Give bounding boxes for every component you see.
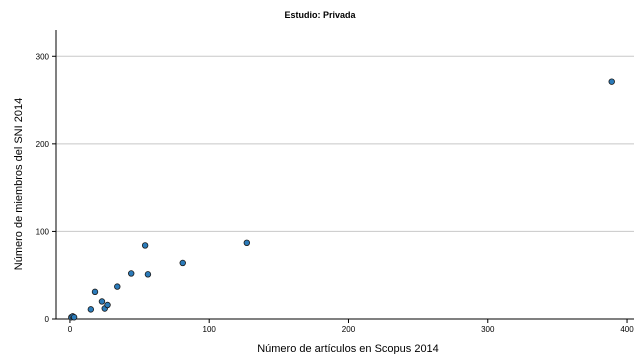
y-tick-label: 300 [36,52,50,61]
x-tick-label: 0 [68,325,73,334]
gridlines [56,55,634,232]
data-point [243,239,251,247]
data-point [141,242,149,249]
axis-ticks: 0 100 200 300 0 100 200 300 400 [36,52,635,334]
x-axis-title: Número de artículos en Scopus 2014 [257,343,439,354]
data-point [104,301,111,309]
data-point [608,78,615,85]
x-tick-label: 100 [203,325,217,334]
data-points [68,78,615,321]
data-point [128,270,135,277]
chart-title: Estudio: Privada [284,10,356,20]
data-point [179,259,186,267]
data-point [70,314,78,321]
y-tick-label: 200 [36,140,50,149]
data-point [87,306,95,313]
data-point [114,283,121,290]
x-tick-label: 200 [342,325,356,334]
data-point [144,271,152,278]
y-axis-title: Número de miembros del SNI 2014 [13,98,25,270]
x-tick-label: 400 [620,325,634,334]
data-point [91,288,99,296]
data-point [98,298,106,305]
y-tick-label: 100 [36,227,50,236]
x-tick-label: 300 [481,325,495,334]
y-tick-label: 0 [45,315,50,324]
